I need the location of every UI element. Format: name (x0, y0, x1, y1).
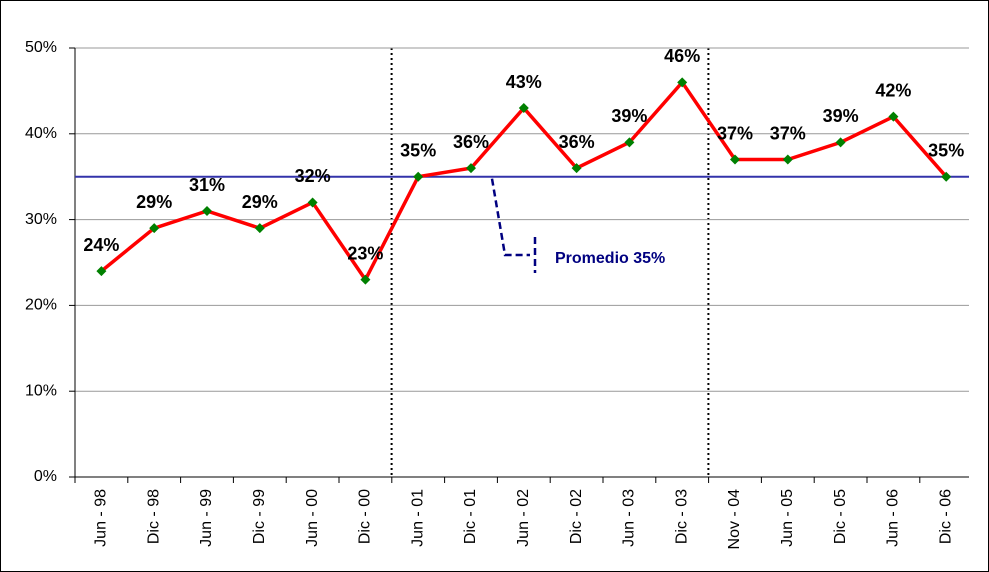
marker (730, 154, 740, 165)
marker (782, 154, 793, 165)
x-tick-label: Jun - 01 (409, 489, 426, 547)
data-label: 37% (770, 123, 806, 143)
data-label: 31% (189, 175, 225, 195)
data-label: 29% (242, 192, 278, 212)
x-tick-label: Jun - 00 (304, 489, 321, 547)
data-label: 32% (295, 166, 331, 186)
x-tick-label: Jun - 99 (198, 489, 215, 547)
marker (254, 223, 265, 234)
marker (202, 206, 212, 217)
marker (571, 163, 582, 174)
y-tick-label: 0% (34, 468, 57, 485)
data-label: 36% (453, 132, 489, 152)
data-label: 24% (83, 235, 119, 255)
y-tick-label: 20% (25, 297, 57, 314)
x-tick-label: Dic - 98 (145, 489, 162, 544)
data-label: 39% (823, 106, 859, 126)
marker (888, 111, 899, 122)
marker (413, 171, 424, 182)
marker (307, 197, 318, 208)
data-label: 46% (664, 46, 700, 66)
data-label: 29% (136, 192, 172, 212)
marker (624, 137, 635, 148)
annotation: Promedio 35% (555, 250, 665, 267)
marker (360, 274, 371, 285)
x-tick-label: Jun - 98 (93, 489, 110, 547)
x-tick-label: Jun - 02 (515, 489, 532, 547)
data-label: 39% (611, 106, 647, 126)
annotation-connector (490, 178, 537, 273)
x-tick-label: Dic - 05 (832, 489, 849, 544)
marker (96, 266, 107, 277)
marker (835, 137, 846, 148)
marker (149, 223, 160, 234)
x-tick-label: Jun - 03 (621, 489, 638, 547)
x-tick-label: Nov - 04 (726, 489, 743, 550)
data-label: 35% (928, 140, 964, 160)
data-label: 23% (347, 243, 383, 263)
x-tick-label: Jun - 06 (885, 489, 902, 547)
marker (466, 163, 476, 174)
x-tick-label: Dic - 06 (937, 489, 954, 544)
y-tick-label: 30% (25, 211, 57, 228)
y-tick-label: 40% (25, 125, 57, 142)
y-tick-label: 50% (25, 39, 57, 56)
x-tick-label: Dic - 00 (357, 489, 374, 544)
x-tick-label: Dic - 99 (251, 489, 268, 544)
y-tick-label: 10% (25, 382, 57, 399)
data-label: 43% (506, 72, 542, 92)
x-tick-label: Dic - 01 (462, 489, 479, 544)
data-label: 37% (717, 123, 753, 143)
x-tick-label: Dic - 02 (568, 489, 585, 544)
marker (518, 103, 529, 114)
data-label: 35% (400, 140, 436, 160)
x-tick-label: Jun - 05 (779, 489, 796, 547)
data-label: 42% (875, 80, 911, 100)
data-label: 36% (559, 132, 595, 152)
marker (677, 77, 688, 88)
x-tick-label: Dic - 03 (673, 489, 690, 544)
marker (941, 171, 952, 182)
